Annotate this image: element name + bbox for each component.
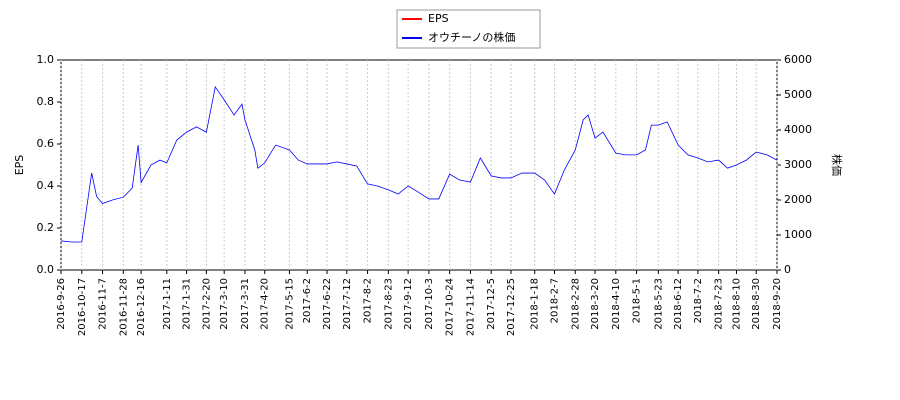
x-tick-label: 2017-2-20: [201, 278, 212, 330]
x-tick-label: 2018-7-23: [714, 278, 725, 330]
x-tick-label: 2018-7-2: [693, 278, 704, 323]
x-tick-label: 2016-11-7: [98, 278, 109, 330]
x-tick-label: 2017-4-20: [260, 278, 271, 330]
x-tick-label: 2017-9-12: [403, 278, 414, 330]
y-axis-label: EPS: [13, 155, 26, 176]
x-tick-label: 2017-8-2: [363, 278, 374, 323]
y-tick-label: 0.0: [37, 263, 55, 276]
x-tick-label: 2018-2-7: [549, 278, 560, 323]
legend-label: EPS: [428, 12, 449, 25]
x-tick-label: 2018-1-18: [530, 278, 541, 330]
price-line: [60, 85, 778, 243]
y-tick-label: 0.6: [37, 137, 55, 150]
x-tick-label: 2017-8-23: [383, 278, 394, 330]
x-tick-label: 2017-7-12: [342, 278, 353, 330]
x-tick-label: 2017-3-10: [219, 278, 230, 330]
x-tick-label: 2016-10-17: [77, 278, 88, 336]
x-tick-label: 2017-5-15: [284, 278, 295, 330]
legend: [396, 9, 541, 49]
y2-tick-label: 2000: [784, 193, 812, 206]
y2-tick-label: 3000: [784, 158, 812, 171]
x-tick-label: 2018-4-10: [611, 278, 622, 330]
x-tick-label: 2017-11-14: [465, 278, 476, 336]
y2-tick-label: 6000: [784, 53, 812, 66]
x-tick-label: 2017-12-25: [506, 278, 517, 336]
y2-tick-label: 5000: [784, 88, 812, 101]
y-tick-label: 0.8: [37, 95, 55, 108]
x-tick-label: 2017-6-2: [302, 278, 313, 323]
y-tick-label: 0.2: [37, 221, 55, 234]
y2-tick-label: 1000: [784, 228, 812, 241]
legend-label: オウチーノの株価: [428, 30, 515, 44]
y-tick-label: 1.0: [37, 53, 55, 66]
x-tick-label: 2017-1-31: [182, 278, 193, 330]
x-tick-label: 2018-6-12: [673, 278, 684, 330]
x-tick-label: 2017-3-31: [240, 278, 251, 330]
x-tick-label: 2018-3-20: [590, 278, 601, 330]
plot-frame: [60, 59, 778, 271]
x-tick-label: 2016-9-26: [56, 278, 67, 330]
x-tick-label: 2017-10-3: [424, 278, 435, 330]
x-tick-label: 2017-6-22: [322, 278, 333, 330]
x-tick-label: 2017-1-11: [162, 278, 173, 330]
y2-tick-label: 0: [784, 263, 791, 276]
x-tick-label: 2018-9-20: [772, 278, 783, 330]
x-tick-label: 2018-5-23: [653, 278, 664, 330]
y-tick-label: 0.4: [37, 179, 55, 192]
x-tick-label: 2017-10-24: [445, 278, 456, 336]
x-tick-label: 2017-12-5: [486, 278, 497, 330]
x-tick-label: 2018-8-30: [751, 278, 762, 330]
y2-tick-label: 4000: [784, 123, 812, 136]
x-tick-label: 2018-5-1: [632, 278, 643, 323]
x-tick-label: 2018-2-28: [570, 278, 581, 330]
x-tick-label: 2016-11-28: [118, 278, 129, 336]
x-tick-label: 2018-8-10: [731, 278, 742, 330]
x-tick-label: 2016-12-16: [136, 278, 147, 336]
y2-axis-label: 株価: [830, 154, 844, 176]
